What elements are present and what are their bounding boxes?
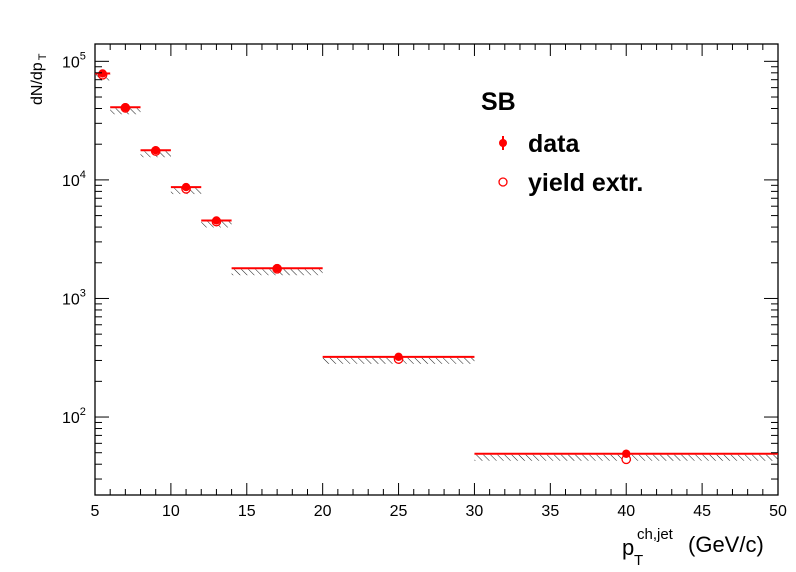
legend-label-data: data xyxy=(528,130,581,158)
plot-frame xyxy=(94,43,779,496)
x-tick-label: 30 xyxy=(466,503,484,520)
y-axis-title-sub: T xyxy=(37,53,49,60)
data-marker xyxy=(212,216,221,225)
legend-marker-yield xyxy=(498,177,508,187)
x-axis-title-sub: T xyxy=(634,552,643,569)
data-marker xyxy=(394,352,403,362)
x-axis: 5 10 15 20 25 30 35 40 45 50 xyxy=(91,44,787,520)
x-tick-label: 20 xyxy=(314,503,332,520)
data-series xyxy=(95,69,778,465)
x-tick-label: 5 xyxy=(91,503,100,520)
x-tick-label: 40 xyxy=(617,503,635,520)
x-axis-title: p T ch,jet (GeV/c) xyxy=(622,526,764,569)
y-tick-label: 105 xyxy=(62,50,86,71)
data-marker xyxy=(151,146,160,155)
x-tick-label: 10 xyxy=(162,503,180,520)
legend-label-yield: yield extr. xyxy=(528,169,643,197)
x-axis-title-unit: (GeV/c) xyxy=(688,532,764,557)
y-axis: 102 103 104 105 xyxy=(62,50,778,480)
x-axis-title-sup: ch,jet xyxy=(637,526,674,543)
y-tick-label: 103 xyxy=(62,287,86,308)
legend-title: SB xyxy=(481,88,516,116)
y-axis-title-main: dN/dp xyxy=(29,62,46,105)
systematic-bands xyxy=(95,74,778,461)
data-marker xyxy=(181,182,191,192)
legend: SB data yield extr. xyxy=(481,88,643,197)
y-axis-title: dN/dp T xyxy=(29,53,49,105)
data-marker xyxy=(622,449,631,458)
y-tick-label: 104 xyxy=(62,169,86,190)
x-axis-title-main: p xyxy=(622,535,634,560)
data-marker xyxy=(98,69,107,78)
x-tick-label: 35 xyxy=(541,503,559,520)
x-tick-label: 45 xyxy=(693,503,711,520)
data-marker xyxy=(121,103,130,112)
x-tick-label: 15 xyxy=(238,503,256,520)
data-marker xyxy=(272,263,282,273)
y-tick-label: 102 xyxy=(62,406,86,427)
x-tick-label: 25 xyxy=(390,503,408,520)
x-tick-label: 50 xyxy=(769,503,787,520)
